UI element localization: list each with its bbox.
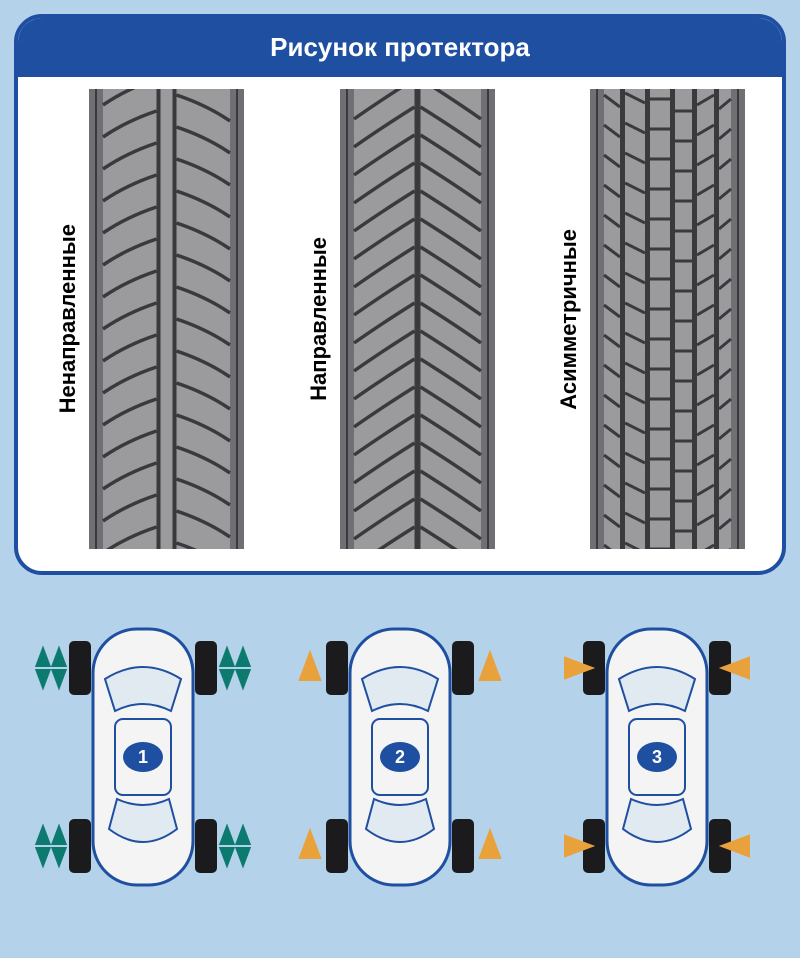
tire-label: Асимметричные <box>556 229 582 410</box>
tire-label: Направленные <box>306 237 332 401</box>
tire-label: Ненаправленные <box>55 224 81 413</box>
car-number: 1 <box>138 747 148 767</box>
car-cell: 1 <box>23 607 263 907</box>
card-header: Рисунок протектора <box>18 18 782 77</box>
page-root: Рисунок протектора Ненаправленные Направл… <box>0 0 800 958</box>
tire-icon <box>590 89 745 549</box>
card-body: Ненаправленные Направленные Асимметричные <box>18 77 782 571</box>
tire-column: Асимметричные <box>525 89 776 549</box>
tire-icon <box>89 89 244 549</box>
car-icon: 2 <box>280 607 520 907</box>
car-number: 2 <box>395 747 405 767</box>
tire-column: Ненаправленные <box>24 89 275 549</box>
tire-icon <box>340 89 495 549</box>
car-icon: 1 <box>23 607 263 907</box>
tire-column: Направленные <box>275 89 526 549</box>
cars-row: 1 2 3 <box>14 607 786 907</box>
card-title: Рисунок протектора <box>270 32 530 62</box>
car-cell: 2 <box>280 607 520 907</box>
car-icon: 3 <box>537 607 777 907</box>
car-cell: 3 <box>537 607 777 907</box>
tread-card: Рисунок протектора Ненаправленные Направл… <box>14 14 786 575</box>
car-number: 3 <box>652 747 662 767</box>
